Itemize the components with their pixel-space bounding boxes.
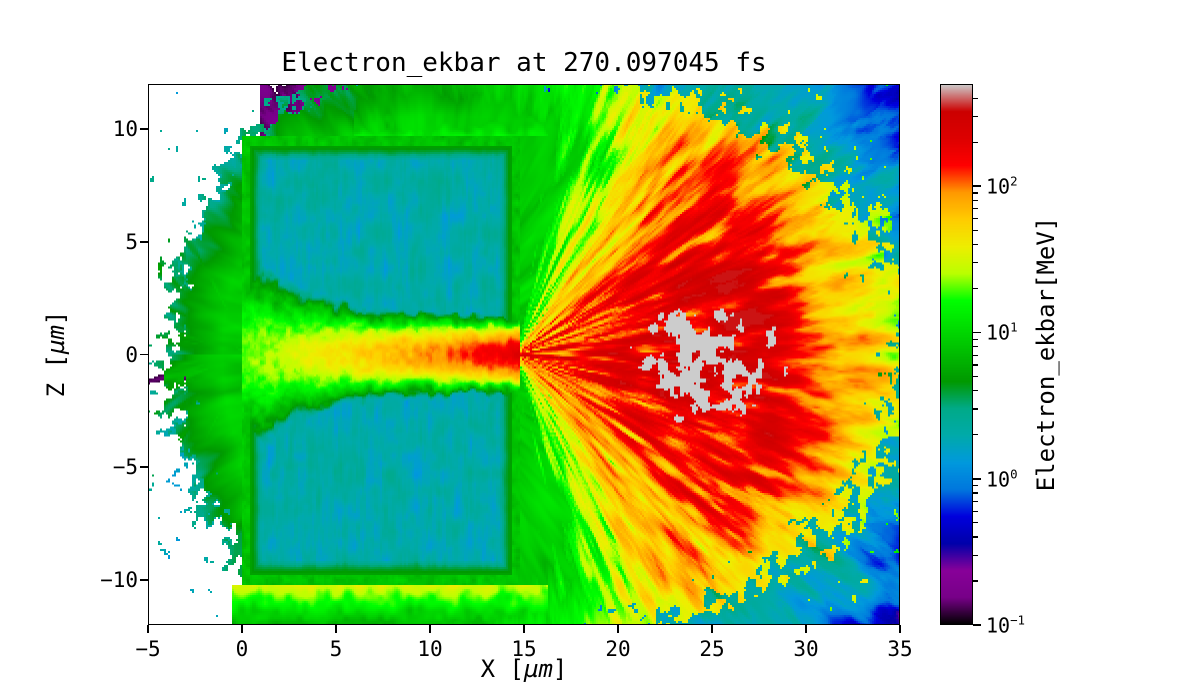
colorbar-minor-tick: [973, 434, 978, 436]
colorbar-minor-tick: [973, 580, 978, 582]
colorbar-tick-base: 10: [986, 613, 1011, 638]
colorbar-minor-tick: [973, 192, 978, 194]
colorbar-minor-tick: [973, 522, 978, 524]
colorbar-minor-tick: [973, 338, 978, 340]
colorbar-minor-tick: [973, 364, 978, 366]
colorbar-minor-tick: [973, 218, 978, 220]
x-tick: [617, 625, 619, 633]
colorbar-minor-tick: [973, 208, 978, 210]
colorbar-minor-tick: [973, 287, 978, 290]
colorbar-tick: [973, 331, 981, 334]
heatmap-canvas: [148, 84, 900, 625]
y-tick: [140, 128, 148, 130]
colorbar-minor-tick: [973, 554, 978, 556]
colorbar-tick-label: 100: [986, 466, 1018, 491]
y-tick-label: 0: [125, 342, 138, 367]
colorbar-minor-tick: [973, 346, 978, 348]
colorbar-minor-tick: [973, 500, 978, 502]
colorbar-minor-tick: [973, 97, 978, 99]
colorbar-tick-base: 10: [986, 320, 1011, 345]
y-axis-label-pre: Z [: [42, 354, 70, 398]
x-tick: [147, 625, 149, 633]
x-tick: [711, 625, 713, 633]
colorbar-tick-exponent: 2: [1010, 173, 1018, 189]
colorbar-tick-label: 10−1: [986, 613, 1025, 638]
x-axis-label-pre: X [: [480, 655, 524, 683]
colorbar-tick-base: 10: [986, 467, 1011, 492]
colorbar-gradient: [940, 84, 973, 625]
colorbar-tick-label: 102: [986, 174, 1018, 199]
x-tick: [899, 625, 901, 633]
x-tick-label: 20: [605, 637, 631, 661]
colorbar-minor-tick: [973, 262, 978, 264]
x-axis-label: X [µm]: [481, 655, 568, 683]
x-axis-label-post: ]: [552, 655, 568, 683]
colorbar-tick-exponent: 1: [1010, 320, 1018, 336]
x-tick: [429, 625, 431, 633]
colorbar-minor-tick: [973, 243, 978, 246]
colorbar-tick: [973, 477, 981, 480]
y-tick-label: 10: [112, 117, 138, 142]
colorbar-minor-tick: [973, 510, 978, 512]
colorbar-minor-tick: [973, 390, 978, 392]
x-tick-label: 30: [793, 637, 819, 661]
x-tick-label: 10: [417, 637, 443, 661]
colorbar-minor-tick: [973, 492, 978, 494]
y-tick: [140, 579, 148, 581]
colorbar-minor-tick: [973, 115, 978, 118]
x-tick-label: 15: [511, 637, 537, 661]
colorbar-label: Electron_ekbar[MeV]: [1032, 216, 1060, 492]
x-axis-label-unit: µm: [524, 655, 553, 683]
colorbar-tick-base: 10: [986, 174, 1011, 199]
x-tick: [523, 625, 525, 633]
plot-title: Electron_ekbar at 270.097045 fs: [281, 48, 767, 78]
x-tick: [241, 625, 243, 633]
x-tick: [335, 625, 337, 633]
y-tick: [140, 353, 148, 356]
y-axis-label-post: ]: [42, 310, 70, 326]
colorbar-minor-tick: [973, 536, 978, 538]
y-tick: [140, 466, 148, 468]
y-axis-label: Z [µm]: [42, 311, 70, 398]
colorbar-minor-tick: [973, 354, 978, 356]
colorbar-minor-tick: [973, 199, 978, 201]
colorbar-tick: [973, 624, 981, 626]
x-tick-label: −5: [135, 637, 161, 661]
x-tick-label: 0: [235, 637, 249, 661]
colorbar-tick-label: 101: [986, 320, 1018, 345]
colorbar-minor-tick: [973, 408, 978, 410]
colorbar-minor-tick: [973, 484, 978, 487]
y-tick: [140, 240, 148, 243]
colorbar-minor-tick: [973, 375, 978, 378]
y-tick-label: −5: [112, 455, 138, 480]
x-tick-label: 25: [699, 637, 725, 661]
y-axis-label-unit: µm: [42, 325, 70, 354]
colorbar-tick-exponent: 0: [1010, 466, 1018, 482]
colorbar-minor-tick: [973, 141, 978, 143]
x-tick-label: 35: [887, 637, 913, 661]
colorbar-tick: [973, 185, 981, 188]
x-tick: [805, 625, 807, 633]
colorbar-tick-exponent: −1: [1010, 612, 1026, 628]
y-tick-label: −10: [100, 567, 138, 592]
y-tick-label: 5: [125, 229, 138, 254]
colorbar-minor-tick: [973, 229, 978, 231]
x-tick-label: 5: [329, 637, 343, 661]
